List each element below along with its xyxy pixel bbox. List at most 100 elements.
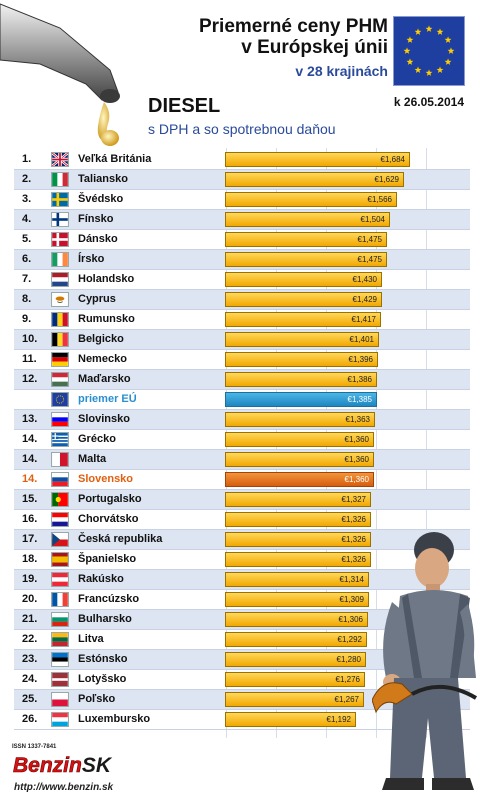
website-url: http://www.benzin.sk (14, 782, 114, 793)
price-bar: €1,326 (225, 512, 371, 527)
eu-star (414, 66, 422, 73)
country-flag-icon (51, 712, 69, 727)
logo-text: BenzinSK (13, 754, 113, 777)
country-flag-icon (51, 392, 69, 407)
country-flag-icon (51, 292, 69, 307)
price-value-label: €1,360 (344, 455, 369, 464)
country-flag-icon (51, 312, 69, 327)
price-bar: €1,504 (225, 212, 390, 227)
country-name: Rakúsko (78, 573, 124, 585)
country-flag-icon (51, 572, 69, 587)
table-row: 16. Chorvátsko €1,326 (14, 510, 470, 530)
country-name: Chorvátsko (78, 513, 139, 525)
row-divider (14, 549, 470, 550)
country-name: Luxembursko (78, 713, 151, 725)
price-bar: €1,430 (225, 272, 382, 287)
eu-star (414, 28, 422, 35)
price-value-label: €1,276 (335, 675, 360, 684)
country-flag-icon (51, 632, 69, 647)
table-row: 6. Írsko €1,475 (14, 250, 470, 270)
country-name: Dánsko (78, 233, 118, 245)
country-name: Maďarsko (78, 373, 131, 385)
rank-label: 9. (22, 313, 32, 325)
country-name: Holandsko (78, 273, 135, 285)
price-bar: €1,363 (225, 412, 375, 427)
country-name: Slovensko (78, 473, 134, 485)
country-name: priemer EÚ (78, 393, 137, 405)
row-divider (14, 509, 470, 510)
price-value-label: €1,417 (351, 315, 376, 324)
rank-label: 8. (22, 293, 32, 305)
row-divider (14, 269, 470, 270)
rank-label: 4. (22, 213, 32, 225)
row-divider (14, 429, 470, 430)
rank-label: 21. (22, 613, 38, 625)
rank-label: 11. (22, 353, 37, 365)
row-divider (14, 289, 470, 290)
grid-line (376, 148, 377, 738)
rank-label: 12. (22, 373, 38, 385)
rank-label: 24. (22, 673, 38, 685)
price-bar: €1,429 (225, 292, 382, 307)
price-value-label: €1,401 (349, 335, 374, 344)
table-row: 14. Grécko €1,360 (14, 430, 470, 450)
rank-label: 20. (22, 593, 38, 605)
table-row: 11. Nemecko €1,396 (14, 350, 470, 370)
rank-label: 14. (22, 473, 38, 485)
country-flag-icon (51, 172, 69, 187)
country-flag-icon (51, 692, 69, 707)
row-divider (14, 469, 470, 470)
rank-label: 19. (22, 573, 38, 585)
row-divider (14, 689, 470, 690)
table-row: 14. Malta €1,360 (14, 450, 470, 470)
country-flag-icon (51, 352, 69, 367)
price-value-label: €1,363 (345, 415, 370, 424)
rank-label: 14. (22, 453, 38, 465)
country-name: Grécko (78, 433, 116, 445)
price-value-label: €1,192 (326, 715, 351, 724)
price-value-label: €1,684 (380, 155, 405, 164)
country-flag-icon (51, 212, 69, 227)
price-bar: €1,386 (225, 372, 377, 387)
country-name: Francúzsko (78, 593, 140, 605)
country-flag-icon (51, 612, 69, 627)
price-bar: €1,401 (225, 332, 379, 347)
table-row: 23. Estónsko €1,280 (14, 650, 470, 670)
table-row: 9. Rumunsko €1,417 (14, 310, 470, 330)
price-value-label: €1,475 (357, 235, 382, 244)
price-bar: €1,309 (225, 592, 369, 607)
table-row: 17. Česká republika €1,326 (14, 530, 470, 550)
country-name: Španielsko (78, 553, 137, 565)
country-flag-icon (51, 252, 69, 267)
table-row: 18. Španielsko €1,326 (14, 550, 470, 570)
country-flag-icon (51, 232, 69, 247)
country-flag-icon (51, 192, 69, 207)
row-divider (14, 449, 470, 450)
price-bar: €1,629 (225, 172, 404, 187)
country-name: Rumunsko (78, 313, 135, 325)
country-flag-icon (51, 552, 69, 567)
price-bar: €1,292 (225, 632, 367, 647)
eu-star (447, 47, 455, 54)
table-row: 8. Cyprus €1,429 (14, 290, 470, 310)
table-row: 25. Poľsko €1,267 (14, 690, 470, 710)
row-divider (14, 209, 470, 210)
country-name: Bulharsko (78, 613, 132, 625)
row-divider (14, 389, 470, 390)
rank-label: 25. (22, 693, 38, 705)
price-value-label: €1,314 (339, 575, 364, 584)
price-bar: €1,566 (225, 192, 397, 207)
country-flag-icon (51, 372, 69, 387)
country-name: Lotyšsko (78, 673, 127, 685)
row-divider (14, 569, 470, 570)
price-value-label: €1,360 (344, 435, 369, 444)
table-row: 13. Slovinsko €1,363 (14, 410, 470, 430)
price-value-label: €1,360 (344, 475, 369, 484)
price-bar: €1,326 (225, 552, 371, 567)
price-value-label: €1,267 (334, 695, 359, 704)
table-row: 1. Veľká Británia €1,684 (14, 150, 470, 170)
country-flag-icon (51, 592, 69, 607)
price-bar: €1,360 (225, 432, 374, 447)
table-row: 21. Bulharsko €1,306 (14, 610, 470, 630)
